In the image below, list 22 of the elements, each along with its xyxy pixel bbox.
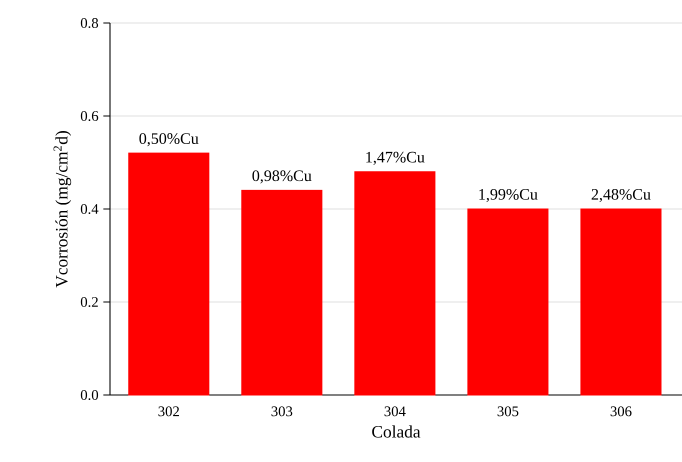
bar	[241, 190, 322, 396]
x-tick-label: 306	[610, 406, 632, 416]
annotation: 0,98%Cu	[252, 170, 312, 184]
annotation: 2,48%Cu	[592, 188, 651, 202]
x-tick-label: 305	[498, 406, 518, 416]
annotation: 1,47%Cu	[366, 152, 425, 165]
x-tick-label: 303	[272, 406, 292, 416]
bar	[128, 152, 210, 396]
x-axis-title: Colada	[372, 425, 420, 438]
y-tick-label: 0.4	[80, 204, 98, 214]
y-tick-label: 0.6	[80, 111, 98, 121]
bar	[354, 171, 436, 396]
y-tick-label: 0.0	[80, 390, 98, 400]
bar	[467, 208, 548, 396]
bar	[580, 208, 662, 396]
y-tick-label: 0.8	[80, 18, 98, 28]
x-tick-label: 304	[384, 406, 406, 416]
y-tick-label: 0.2	[80, 297, 98, 307]
x-tick-label: 302	[158, 406, 179, 416]
y-axis-title: Vcorrosión (mg/cm$^{2}$d)	[54, 131, 72, 288]
annotation: 0,50%Cu	[139, 133, 198, 146]
annotation: 1,99%Cu	[479, 188, 538, 202]
